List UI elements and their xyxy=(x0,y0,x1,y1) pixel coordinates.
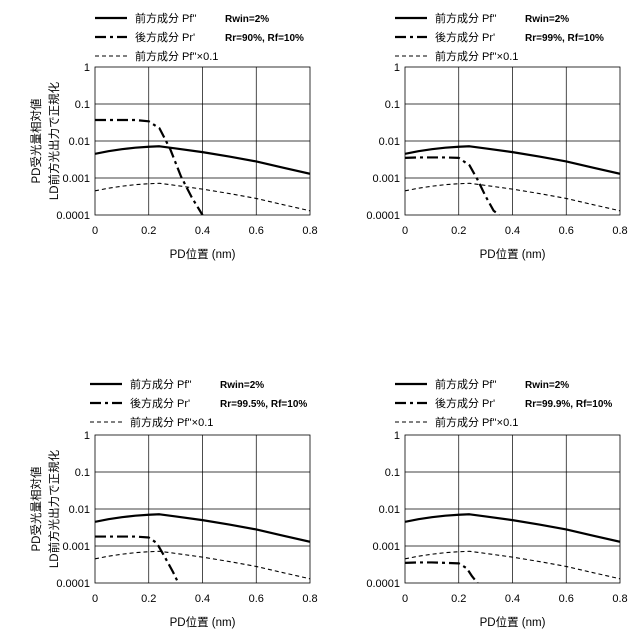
x-tick-label: 0.4 xyxy=(195,225,210,237)
legend-note-2: Rr=99.9%, Rf=10% xyxy=(525,399,612,410)
legend-label-1: 前方成分 Pf'' xyxy=(435,377,497,391)
legend: 前方成分 Pf'' Rwin=2% 後方成分 Pr' Rr=99.5%, Rf=10%… xyxy=(90,377,307,429)
figure-canvas: 0 0.2 0.4 0.6 0.8 1 0.1 0.01 0.001 0.0001 PD位置 (nm… xyxy=(0,0,640,640)
y-tick-label: 1 xyxy=(84,62,90,74)
y-tick-label: 0.01 xyxy=(379,136,400,148)
x-tick-label: 0.6 xyxy=(559,225,574,237)
legend-label-2: 後方成分 Pr' xyxy=(435,396,495,410)
x-tick-label: 0.4 xyxy=(505,225,520,237)
y-tick-label: 0.1 xyxy=(75,467,90,479)
x-tick-label: 0.8 xyxy=(302,593,317,605)
legend: 前方成分 Pf'' Rwin=2% 後方成分 Pr' Rr=99.9%, Rf=10%… xyxy=(395,377,612,429)
legend-note-2: Rr=90%, Rf=10% xyxy=(225,33,304,44)
y-tick-label: 0.01 xyxy=(69,136,90,148)
y-tick-label: 0.0001 xyxy=(366,210,400,222)
y-tick-label: 0.0001 xyxy=(56,578,90,590)
x-tick-label: 0.2 xyxy=(451,225,466,237)
x-tick-label: 0 xyxy=(402,225,408,237)
y-tick-label: 0.001 xyxy=(372,541,400,553)
x-axis-title: PD位置 (nm) xyxy=(170,615,236,629)
legend-note-2: Rr=99.5%, Rf=10% xyxy=(220,399,307,410)
y-tick-label: 1 xyxy=(84,430,90,442)
legend-label-3: 前方成分 Pf''×0.1 xyxy=(435,49,518,63)
chart-panel-2: 0 0.2 0.4 0.6 0.8 1 0.1 0.01 0.001 0.0001 PD位置 (nm… xyxy=(366,11,627,261)
x-tick-label: 0.6 xyxy=(249,593,264,605)
y-tick-label: 0.0001 xyxy=(366,578,400,590)
y-tick-label: 1 xyxy=(394,430,400,442)
x-tick-label: 0.2 xyxy=(141,225,156,237)
x-tick-label: 0 xyxy=(92,225,98,237)
series-line-2 xyxy=(95,537,178,583)
y-tick-label: 0.0001 xyxy=(56,210,90,222)
x-axis-title: PD位置 (nm) xyxy=(480,247,546,261)
x-tick-label: 0 xyxy=(92,593,98,605)
x-tick-label: 0.8 xyxy=(302,225,317,237)
x-tick-label: 0.6 xyxy=(559,593,574,605)
chart-panel-4: 0 0.2 0.4 0.6 0.8 1 0.1 0.01 0.001 0.0001 PD位置 (nm… xyxy=(366,377,627,629)
legend-label-1: 前方成分 Pf'' xyxy=(130,377,192,391)
series-line-2 xyxy=(405,562,478,583)
y-tick-label: 0.001 xyxy=(62,541,90,553)
x-axis-title: PD位置 (nm) xyxy=(170,247,236,261)
x-tick-label: 0.4 xyxy=(195,593,210,605)
y-tick-label: 1 xyxy=(394,62,400,74)
x-tick-label: 0.6 xyxy=(249,225,264,237)
chart-panel-1: 0 0.2 0.4 0.6 0.8 1 0.1 0.01 0.001 0.0001 PD位置 (nm… xyxy=(29,11,318,261)
y-tick-label: 0.01 xyxy=(379,504,400,516)
legend-note-1: Rwin=2% xyxy=(525,380,569,391)
legend-label-1: 前方成分 Pf'' xyxy=(435,11,497,25)
y-axis-title-line-2: LD前方光出力で正規化 xyxy=(47,81,61,200)
y-tick-label: 0.001 xyxy=(62,173,90,185)
x-tick-label: 0.4 xyxy=(505,593,520,605)
x-tick-label: 0 xyxy=(402,593,408,605)
y-axis-title-line-2: LD前方光出力で正規化 xyxy=(47,449,61,568)
legend-label-1: 前方成分 Pf'' xyxy=(135,11,197,25)
legend-label-3: 前方成分 Pf''×0.1 xyxy=(135,49,218,63)
legend-note-2: Rr=99%, Rf=10% xyxy=(525,33,604,44)
legend-label-2: 後方成分 Pr' xyxy=(435,30,495,44)
legend-label-2: 後方成分 Pr' xyxy=(135,30,195,44)
x-tick-label: 0.8 xyxy=(612,593,627,605)
y-axis-title-line-1: PD受光量相対値 xyxy=(29,466,43,551)
legend-label-3: 前方成分 Pf''×0.1 xyxy=(435,415,518,429)
legend-label-3: 前方成分 Pf''×0.1 xyxy=(130,415,213,429)
x-tick-label: 0.2 xyxy=(141,593,156,605)
chart-panel-3: 0 0.2 0.4 0.6 0.8 1 0.1 0.01 0.001 0.0001 PD位置 (nm… xyxy=(29,377,318,629)
legend-label-2: 後方成分 Pr' xyxy=(130,396,190,410)
legend: 前方成分 Pf'' Rwin=2% 後方成分 Pr' Rr=90%, Rf=10% 前方… xyxy=(95,11,304,63)
y-tick-label: 0.01 xyxy=(69,504,90,516)
legend-note-1: Rwin=2% xyxy=(525,14,569,25)
y-tick-label: 0.1 xyxy=(75,99,90,111)
x-tick-label: 0.8 xyxy=(612,225,627,237)
legend-note-1: Rwin=2% xyxy=(220,380,264,391)
legend-note-1: Rwin=2% xyxy=(225,14,269,25)
y-tick-label: 0.1 xyxy=(385,467,400,479)
y-tick-label: 0.001 xyxy=(372,173,400,185)
y-tick-label: 0.1 xyxy=(385,99,400,111)
y-axis-title-line-1: PD受光量相対値 xyxy=(29,98,43,183)
series-line-2 xyxy=(405,157,499,215)
legend: 前方成分 Pf'' Rwin=2% 後方成分 Pr' Rr=99%, Rf=10% 前方… xyxy=(395,11,604,63)
x-tick-label: 0.2 xyxy=(451,593,466,605)
x-axis-title: PD位置 (nm) xyxy=(480,615,546,629)
